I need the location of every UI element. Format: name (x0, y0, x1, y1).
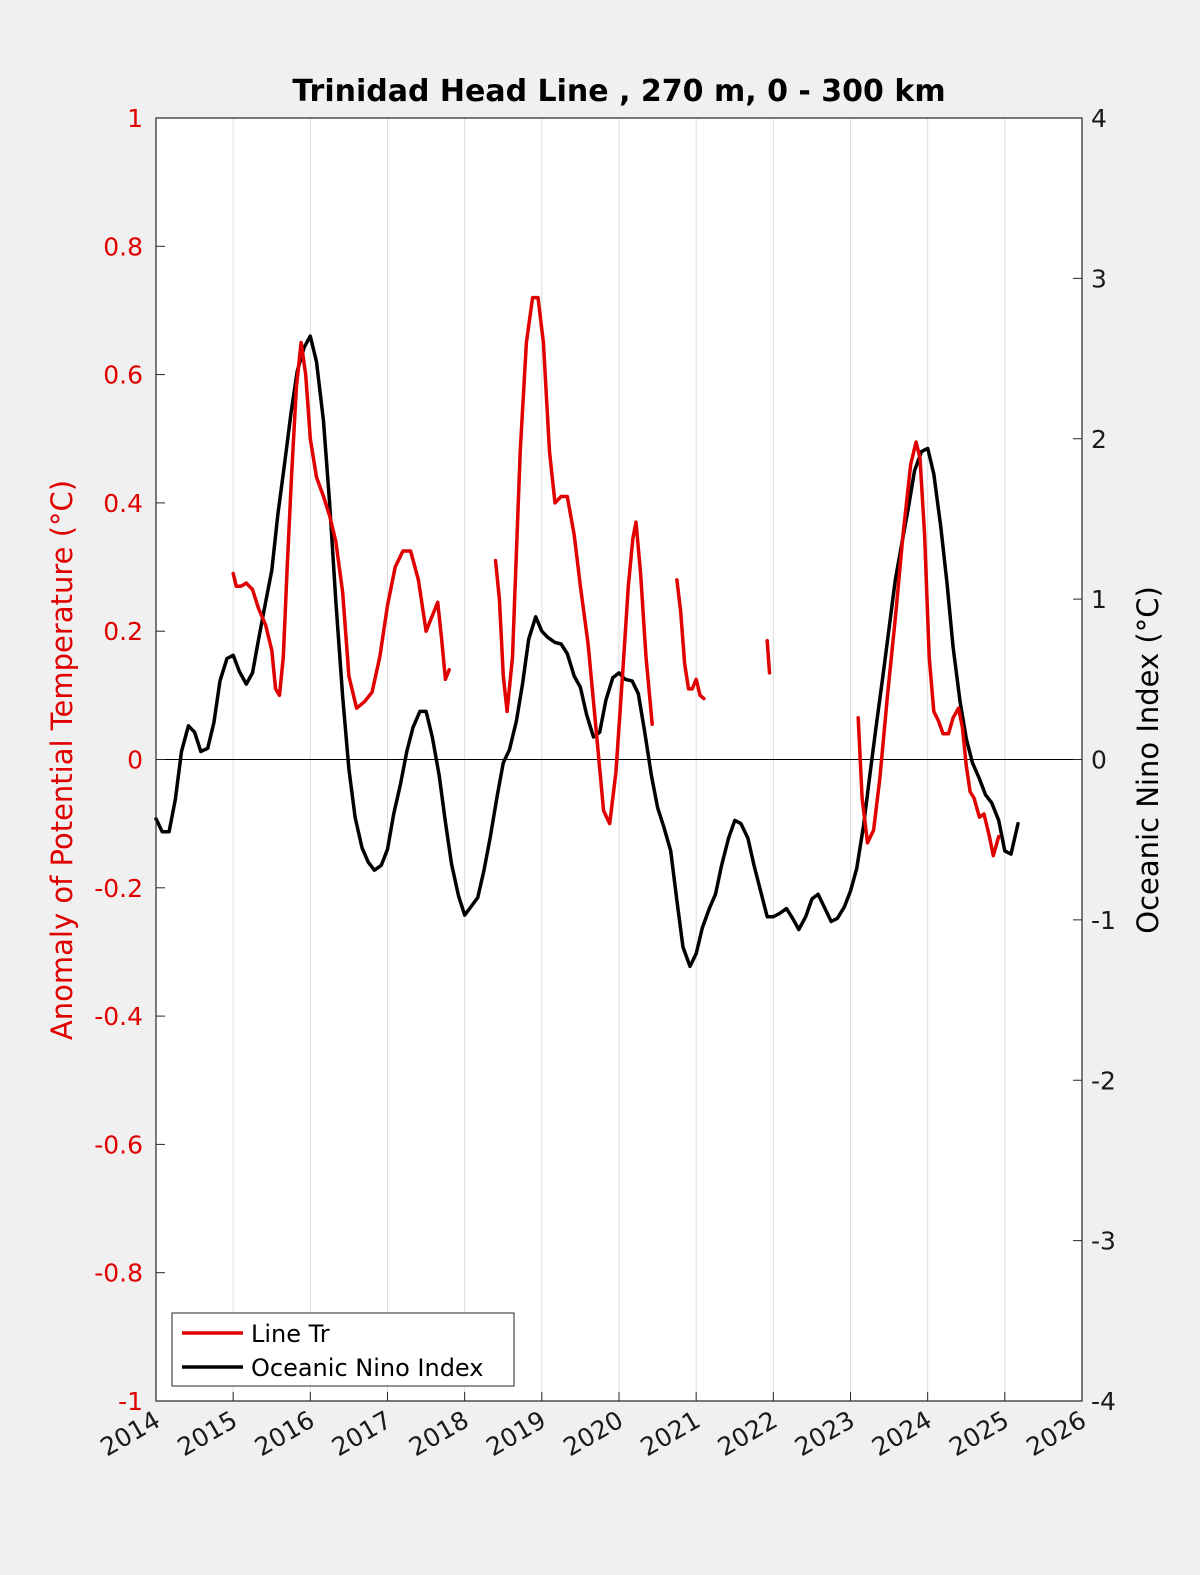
y-tick-label-left: -1 (118, 1387, 143, 1416)
x-tick-label: 2020 (558, 1405, 628, 1462)
y-axis-label-right: Oceanic Nino Index (°C) (1131, 586, 1165, 934)
x-tick-label: 2016 (250, 1405, 320, 1462)
y-tick-label-right: -1 (1091, 906, 1116, 935)
y-tick-label-left: -0.4 (94, 1002, 143, 1031)
y-tick-label-left: -0.2 (94, 874, 143, 903)
y-tick-label-left: -0.6 (94, 1130, 143, 1159)
y-tick-label-right: -3 (1091, 1227, 1116, 1256)
y-tick-label-right: -4 (1091, 1387, 1116, 1416)
x-tick-label: 2025 (944, 1405, 1014, 1462)
series-layer (154, 295, 1020, 969)
legend-label-line-tr: Line Tr (251, 1320, 330, 1348)
x-tick-label: 2021 (636, 1405, 706, 1462)
y-tick-label-left: 0.4 (103, 489, 143, 518)
legend-label-oni: Oceanic Nino Index (251, 1354, 483, 1382)
series-line-tr (675, 578, 706, 701)
x-tick-label: 2019 (481, 1405, 551, 1462)
y-tick-label-left: 0.2 (103, 617, 143, 646)
x-tick-label: 2023 (790, 1405, 860, 1462)
y-tick-label-right: 0 (1091, 746, 1107, 775)
x-tick-label: 2015 (173, 1405, 243, 1462)
series-line-tr (231, 340, 451, 710)
x-tick-label: 2017 (327, 1405, 397, 1462)
series-line-tr (765, 639, 772, 675)
legend-box (171, 1312, 515, 1387)
y-axis-label-left: Anomaly of Potential Temperature (°C) (45, 480, 79, 1040)
y-tick-label-right: 4 (1091, 104, 1107, 133)
x-tick-label: 2026 (1021, 1405, 1091, 1462)
y-tick-label-left: 0 (127, 746, 143, 775)
x-tick-label: 2018 (404, 1405, 474, 1462)
x-tick-label: 2022 (713, 1405, 783, 1462)
y-tick-label-right: 1 (1091, 585, 1107, 614)
y-tick-label-right: -2 (1091, 1066, 1116, 1095)
tick-layer: 2 0 1 4 2015 2016 2017 2018 2019 2020 2021 2022 2023… (94, 104, 1116, 1462)
series-line-tr (493, 295, 654, 826)
y-tick-label-right: 3 (1091, 264, 1107, 293)
y-tick-label-left: -0.8 (94, 1259, 143, 1288)
chart-title: Trinidad Head Line , 270 m, 0 - 300 km (292, 74, 945, 109)
x-tick-label: 2024 (867, 1405, 937, 1462)
y-tick-label-right: 2 (1091, 425, 1107, 454)
y-tick-label-left: 0.8 (103, 232, 143, 261)
y-tick-label-left: 0.6 (103, 361, 143, 390)
legend: Line Tr Oceanic Nino Index (171, 1312, 515, 1387)
series-line-tr (856, 440, 1001, 858)
y-tick-label-left: 1 (127, 104, 143, 133)
